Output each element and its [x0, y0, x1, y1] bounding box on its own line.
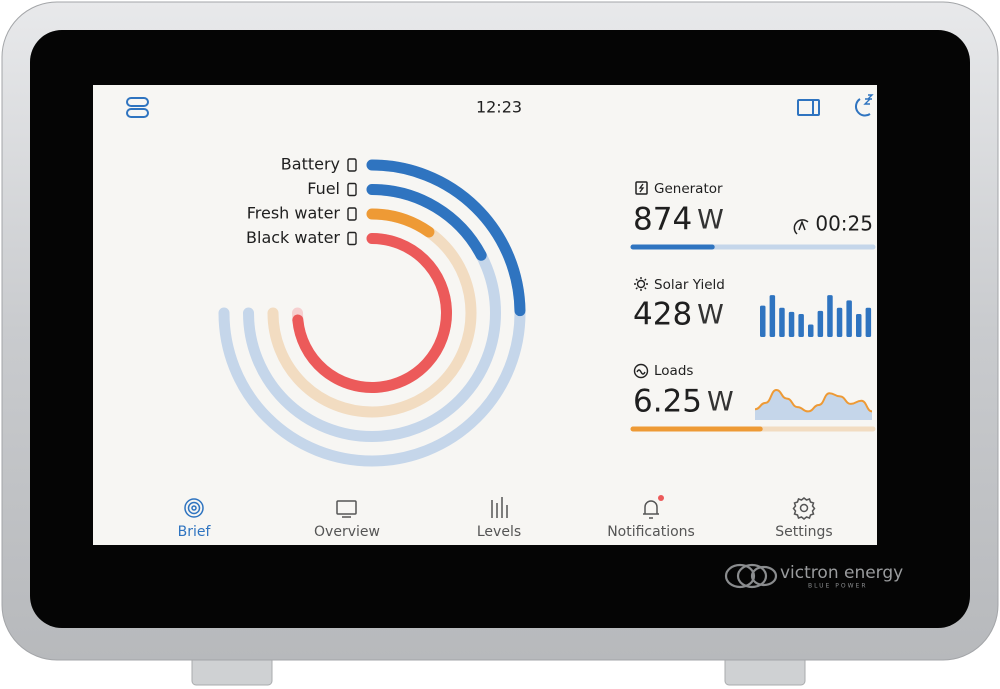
nav-item[interactable]: Brief — [178, 524, 212, 540]
solar-bar — [808, 324, 814, 337]
nav-item[interactable]: Notifications — [607, 524, 695, 540]
nav-icons — [184, 495, 816, 520]
level-icon — [347, 158, 357, 172]
screen — [93, 85, 877, 545]
sun-icon — [634, 277, 648, 291]
generator-icon — [638, 183, 645, 193]
level-label: Fuel — [307, 179, 340, 198]
solar-bar — [788, 311, 795, 337]
nav-item[interactable]: Levels — [477, 524, 521, 540]
loads-line — [754, 388, 873, 413]
power-unit: W — [697, 300, 724, 331]
nav-item[interactable]: Settings — [775, 524, 832, 540]
solar-bar — [865, 307, 872, 337]
solar-bar — [856, 313, 862, 337]
clock: 12:23 — [476, 98, 522, 117]
runtime: 00:25 — [815, 212, 873, 236]
auto-start-icon — [793, 219, 809, 235]
solar-bar — [798, 313, 804, 337]
solar-bar — [769, 295, 776, 337]
level-icon — [347, 207, 357, 221]
solar-bar — [836, 307, 843, 337]
ring-level — [292, 233, 452, 393]
level-label: Black water — [246, 228, 340, 247]
loads-icon — [633, 363, 649, 379]
nav-item[interactable]: Overview — [314, 524, 380, 540]
loads-history — [754, 388, 873, 420]
ring-level — [366, 184, 487, 261]
brand-name: victron energy — [780, 563, 903, 583]
ring-level — [366, 159, 526, 317]
ring-level — [366, 208, 435, 238]
ring-track — [267, 208, 477, 418]
power-unit: W — [697, 205, 724, 236]
solar-bar — [779, 307, 785, 337]
solar-bar — [817, 310, 824, 337]
power-value: 874 — [633, 202, 692, 238]
card-title: Generator — [654, 181, 723, 197]
generator-icon — [635, 181, 648, 195]
solar-bar — [846, 300, 852, 337]
level-icon — [347, 231, 357, 246]
power-unit: W — [707, 387, 734, 418]
card-title: Loads — [654, 363, 693, 379]
level-rings: Battery Fuel Fresh water Black water — [218, 155, 526, 467]
solar-history — [760, 295, 872, 337]
menu-icon[interactable] — [126, 97, 149, 118]
level-label: Fresh water — [247, 204, 341, 223]
solar-bar — [760, 305, 766, 337]
power-value: 428 — [633, 297, 692, 333]
level-icon — [347, 182, 357, 197]
power-value: 6.25 — [633, 384, 702, 420]
navigation-bar: Brief Overview Levels Notifications Settings — [178, 524, 833, 540]
brand-tagline: BLUE POWER — [808, 583, 867, 590]
brand-logo — [724, 563, 778, 589]
sidepanel-icon[interactable] — [797, 99, 820, 116]
solar-bar — [827, 295, 833, 337]
level-label: Battery — [281, 155, 340, 174]
card-title: Solar Yield — [654, 277, 725, 293]
sleep-icon[interactable] — [855, 94, 874, 117]
